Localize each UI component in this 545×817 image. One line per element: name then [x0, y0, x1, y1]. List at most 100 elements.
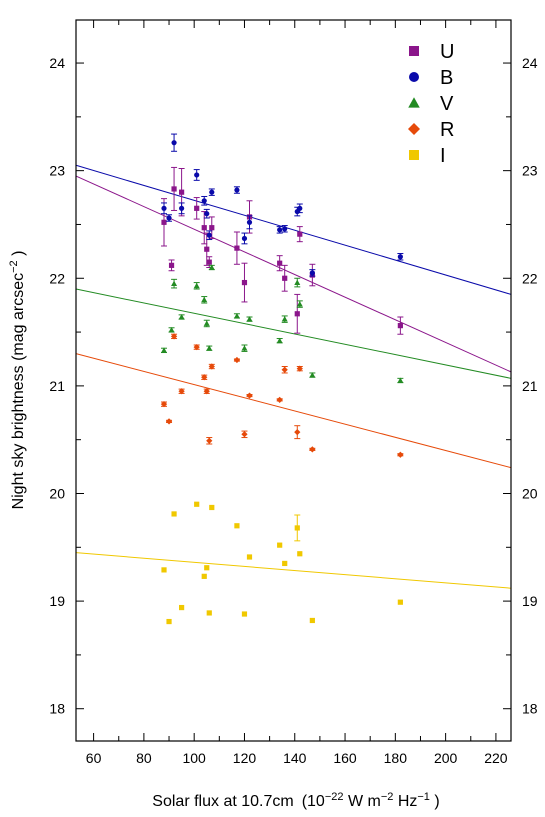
data-point-b [234, 187, 240, 193]
data-point-v [193, 282, 200, 289]
data-point-u [234, 245, 240, 251]
y-tick-label: 21 [49, 378, 65, 394]
data-point-v [296, 301, 303, 307]
axis-ticks [76, 20, 511, 741]
legend-marker-r [408, 123, 420, 135]
data-point-i [171, 511, 177, 517]
data-point-v [201, 296, 208, 303]
y-tick-label-right: 18 [522, 701, 538, 717]
data-point-i [294, 525, 300, 531]
data-point-v [161, 347, 167, 353]
data-point-b [246, 219, 253, 225]
data-point-i [297, 551, 303, 557]
data-point-i [309, 617, 315, 624]
data-point-r [309, 446, 316, 453]
y-tick-label-right: 23 [522, 163, 538, 179]
data-point-i [277, 542, 283, 548]
plot-frame [75, 19, 512, 742]
data-point-r [397, 451, 404, 458]
x-tick-label: 60 [86, 750, 102, 766]
x-tick-label: 200 [434, 750, 458, 766]
y-tick-label: 18 [49, 701, 65, 717]
data-point-u [297, 231, 303, 237]
y-tick-label-right: 22 [522, 270, 538, 286]
data-point-r [294, 429, 301, 436]
data-point-v [178, 314, 185, 320]
data-point-u [206, 259, 212, 265]
x-tick-label: 220 [484, 750, 508, 766]
data-point-r [170, 333, 178, 340]
data-point-u [397, 323, 403, 329]
x-tick-label: 180 [384, 750, 408, 766]
data-point-u [204, 246, 210, 252]
x-tick-label: 80 [136, 750, 152, 766]
fit-line-b [75, 164, 512, 295]
y-tick-label-right: 21 [522, 378, 538, 394]
x-tick-label: 120 [233, 750, 257, 766]
data-point-b [241, 235, 248, 242]
data-point-v [281, 316, 288, 322]
data-point-r [203, 388, 210, 395]
data-point-b [309, 270, 315, 276]
x-axis-unit-exp2: −2 [381, 791, 394, 803]
legend-marker-u [409, 46, 419, 56]
data-point-u [161, 219, 167, 225]
data-point-b [171, 140, 177, 146]
data-point-i [194, 501, 200, 507]
x-axis-unit-w: W m [344, 793, 381, 810]
legend-marker-b [409, 72, 419, 82]
data-point-i [204, 565, 210, 571]
y-tick-label: 22 [49, 270, 65, 286]
y-axis-title: Night sky brightness (mag arcsec−2 ) [8, 251, 27, 510]
data-point-b [179, 205, 185, 211]
data-point-b [204, 211, 210, 217]
data-point-v [294, 279, 301, 285]
fit-line-r [75, 353, 512, 469]
x-axis-unit-exp1: −22 [325, 791, 344, 803]
data-point-u [194, 205, 200, 211]
data-point-u [179, 189, 185, 195]
data-point-r [281, 366, 288, 373]
data-point-v [203, 320, 210, 326]
y-tick-label: 23 [49, 163, 65, 179]
legend-marker-i [409, 150, 419, 160]
data-point-u [201, 225, 207, 231]
data-point-u [282, 275, 288, 281]
x-tick-label: 160 [333, 750, 357, 766]
data-point-b [297, 205, 303, 211]
x-tick-label: 100 [182, 750, 206, 766]
data-point-i [179, 604, 185, 611]
x-axis-label: Solar flux at 10.7cm [152, 793, 293, 810]
data-point-r [178, 388, 185, 395]
y-axis-unit-exp: −2 [8, 260, 20, 273]
legend-label-i: I [440, 145, 446, 167]
data-point-v [233, 312, 240, 319]
data-point-r [160, 401, 168, 408]
data-point-v [208, 264, 215, 270]
y-tick-label: 24 [49, 55, 65, 71]
x-axis-unit-hz: Hz [393, 793, 417, 810]
y-axis-unit-close: ) [10, 251, 27, 261]
data-point-r [276, 396, 283, 403]
data-point-r [241, 431, 248, 438]
data-point-i [209, 504, 215, 511]
data-point-u [277, 260, 283, 266]
fit-line-u [75, 175, 512, 373]
legend-label-b: B [440, 67, 453, 89]
legend-label-v: V [440, 93, 454, 115]
data-points [160, 133, 404, 625]
data-point-b [206, 232, 212, 238]
data-point-r [206, 437, 213, 444]
data-point-b [166, 215, 172, 221]
data-point-r [233, 356, 241, 364]
data-point-i [397, 599, 403, 605]
data-point-i [161, 567, 167, 573]
data-point-u [209, 225, 215, 231]
data-point-v [206, 345, 213, 351]
fit-line-i [75, 552, 512, 589]
data-point-v [168, 326, 175, 333]
data-point-v [171, 280, 178, 287]
data-point-u [168, 262, 175, 268]
